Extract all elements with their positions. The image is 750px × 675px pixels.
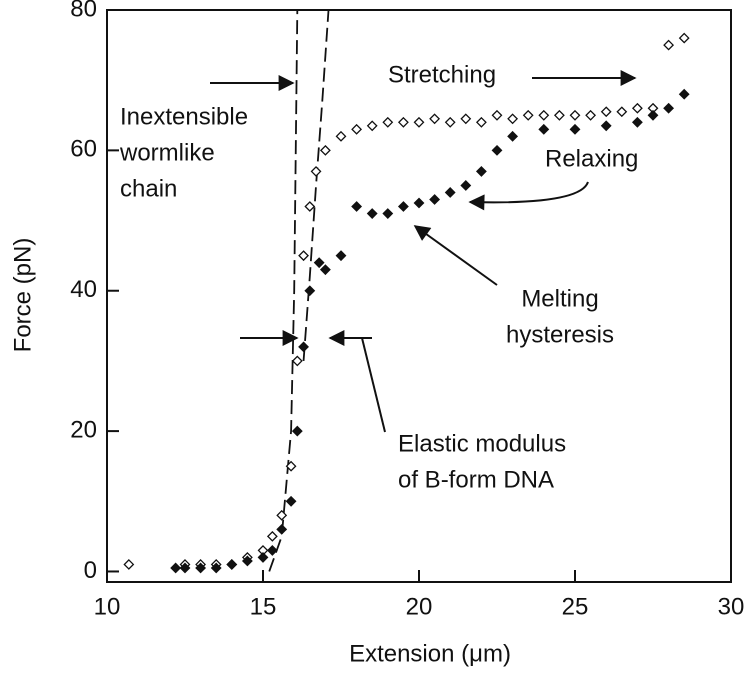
point bbox=[298, 341, 309, 353]
point bbox=[195, 562, 207, 574]
point bbox=[429, 194, 441, 205]
point bbox=[291, 355, 303, 367]
point bbox=[291, 425, 303, 437]
point bbox=[647, 109, 659, 121]
point bbox=[241, 555, 253, 567]
arrow-leader bbox=[361, 337, 386, 433]
point bbox=[460, 113, 472, 125]
point bbox=[663, 102, 675, 114]
model-curve bbox=[268, 9, 299, 572]
arrow bbox=[413, 225, 498, 286]
y-tick-label: 40 bbox=[70, 276, 97, 303]
x-axis-label: Extension (μm) bbox=[349, 640, 511, 667]
point bbox=[538, 123, 550, 135]
point bbox=[298, 250, 309, 262]
x-tick-label: 30 bbox=[718, 593, 745, 620]
point bbox=[257, 552, 269, 563]
annotation: Elastic modulus bbox=[398, 430, 566, 457]
point bbox=[226, 559, 238, 570]
point bbox=[569, 123, 581, 135]
annotation: of B-form DNA bbox=[398, 466, 554, 493]
model-curve bbox=[302, 9, 330, 361]
plot-frame bbox=[106, 9, 732, 583]
point bbox=[123, 559, 135, 570]
point bbox=[600, 106, 612, 118]
point bbox=[631, 116, 643, 128]
point bbox=[304, 285, 316, 297]
point bbox=[313, 257, 325, 269]
annotation: chain bbox=[120, 175, 177, 202]
point bbox=[397, 116, 409, 128]
point bbox=[507, 130, 519, 142]
point bbox=[600, 120, 612, 132]
y-tick-label: 0 bbox=[84, 557, 97, 584]
point bbox=[266, 544, 278, 556]
y-axis-label: Force (pN) bbox=[9, 238, 36, 353]
point bbox=[585, 109, 597, 121]
x-tick-label: 15 bbox=[250, 593, 277, 620]
point bbox=[413, 116, 425, 128]
annotation: Stretching bbox=[388, 61, 496, 88]
point bbox=[304, 201, 316, 212]
point bbox=[276, 523, 288, 535]
point bbox=[444, 187, 456, 198]
point bbox=[553, 109, 565, 121]
point bbox=[319, 264, 331, 276]
point bbox=[335, 250, 347, 262]
x-tick-label: 10 bbox=[94, 593, 121, 620]
x-tick-label: 25 bbox=[562, 593, 589, 620]
annotation: wormlike bbox=[119, 139, 215, 166]
point bbox=[351, 201, 363, 212]
point bbox=[285, 460, 297, 472]
point bbox=[678, 88, 690, 100]
y-tick-label: 20 bbox=[70, 416, 97, 443]
point bbox=[351, 123, 363, 135]
annotation: Inextensible bbox=[120, 103, 248, 130]
point bbox=[522, 109, 534, 121]
point bbox=[276, 509, 288, 521]
point bbox=[663, 39, 675, 51]
point bbox=[678, 32, 690, 44]
x-tick-label: 20 bbox=[406, 593, 433, 620]
point bbox=[538, 109, 550, 121]
y-tick-label: 80 bbox=[70, 0, 97, 22]
point bbox=[285, 495, 297, 507]
point bbox=[366, 208, 378, 219]
point bbox=[210, 562, 222, 574]
point bbox=[335, 130, 347, 142]
y-tick-label: 60 bbox=[70, 136, 97, 163]
point bbox=[429, 113, 441, 125]
point bbox=[319, 144, 331, 156]
point bbox=[170, 562, 182, 574]
point bbox=[569, 109, 581, 121]
point bbox=[491, 109, 503, 121]
annotation: Relaxing bbox=[545, 145, 638, 172]
point bbox=[616, 106, 628, 118]
annotation: hysteresis bbox=[506, 321, 614, 348]
point bbox=[397, 201, 409, 212]
point bbox=[444, 116, 456, 128]
point bbox=[475, 116, 487, 128]
point bbox=[366, 120, 378, 132]
point bbox=[475, 166, 487, 177]
point bbox=[382, 208, 394, 219]
point bbox=[491, 144, 503, 156]
annotation: Melting bbox=[521, 285, 598, 312]
point bbox=[310, 166, 322, 177]
point bbox=[266, 530, 278, 542]
point bbox=[179, 562, 191, 574]
point bbox=[507, 113, 519, 125]
point bbox=[413, 197, 425, 209]
point bbox=[631, 102, 643, 114]
point bbox=[460, 180, 472, 191]
arrow bbox=[468, 181, 589, 211]
point bbox=[382, 116, 394, 128]
